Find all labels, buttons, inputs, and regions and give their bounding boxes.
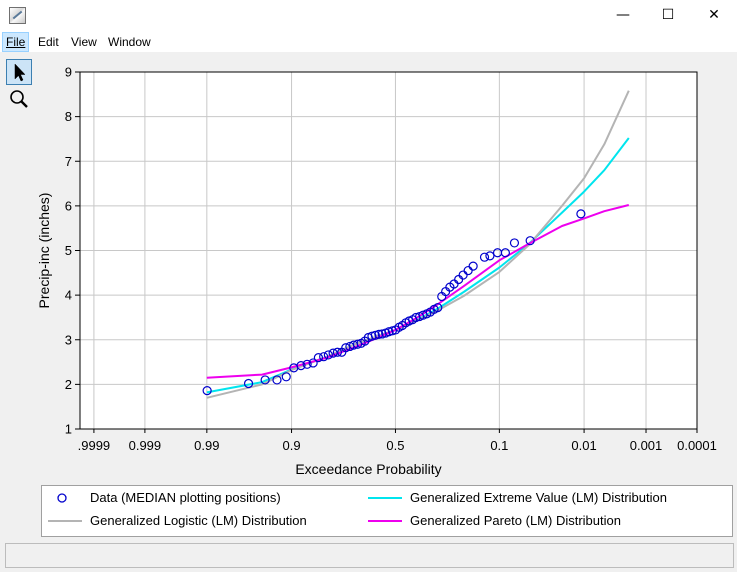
chart-icon[interactable] [9, 7, 26, 24]
menu-view[interactable]: View [71, 35, 97, 49]
menu-bar: File Edit View Window [0, 31, 737, 52]
data-point [328, 348, 338, 358]
data-point [509, 238, 520, 248]
y-tick-label: 4 [65, 288, 72, 303]
data-point [332, 347, 343, 357]
y-tick-label: 3 [65, 332, 72, 347]
data-point [323, 350, 333, 360]
y-axis-label: Precip-inc (inches) [36, 193, 52, 309]
legend-entry-glo: Generalized Logistic (LM) Distribution [42, 512, 362, 530]
legend-label: Generalized Extreme Value (LM) Distribut… [410, 490, 667, 505]
line-swatch-icon [368, 520, 402, 522]
y-tick-label: 2 [65, 377, 72, 392]
legend-entry-gev: Generalized Extreme Value (LM) Distribut… [362, 489, 722, 507]
pointer-tool-button[interactable] [6, 59, 32, 85]
x-tick-label: 0.999 [129, 438, 162, 453]
x-tick-label: 0.99 [194, 438, 219, 453]
tool-strip [4, 57, 32, 537]
y-tick-label: 6 [65, 198, 72, 213]
circle-marker-icon [57, 493, 67, 503]
data-point [576, 209, 586, 219]
data-point [319, 352, 329, 362]
title-bar: — ☐ ✕ [0, 0, 737, 31]
probability-plot[interactable]: .9999 0.999 0.99 0.9 0.5 0.1 0.01 0.001 0.0001 1 2… [35, 58, 734, 486]
data-point [296, 361, 306, 371]
maximize-button[interactable]: ☐ [661, 7, 675, 23]
line-swatch-icon [48, 520, 82, 522]
legend-label: Generalized Pareto (LM) Distribution [410, 513, 621, 528]
menu-edit[interactable]: Edit [38, 35, 59, 49]
zoom-tool-button[interactable] [6, 86, 32, 112]
menu-window[interactable]: Window [108, 35, 151, 49]
legend-entry-data: Data (MEDIAN plotting positions) [42, 489, 362, 507]
legend: Data (MEDIAN plotting positions) General… [41, 485, 733, 537]
magnifier-icon [10, 90, 28, 108]
data-point [281, 372, 291, 382]
menu-file[interactable]: File [2, 32, 30, 52]
data-point [243, 378, 254, 389]
minimize-button[interactable]: — [616, 7, 630, 23]
y-tick-label: 8 [65, 109, 72, 124]
data-point [341, 343, 351, 353]
close-button[interactable]: ✕ [708, 7, 720, 23]
data-point [433, 303, 443, 313]
arrow-cursor-icon [14, 63, 26, 82]
data-point [384, 327, 394, 337]
data-point [374, 329, 384, 339]
legend-label: Data (MEDIAN plotting positions) [90, 490, 281, 505]
data-point [272, 375, 282, 385]
x-tick-label: 0.9 [283, 438, 301, 453]
data-point [468, 261, 478, 271]
data-point [308, 358, 318, 368]
data-point [370, 330, 380, 340]
legend-label: Generalized Logistic (LM) Distribution [90, 513, 307, 528]
x-tick-label: 0.01 [571, 438, 596, 453]
x-tick-label: 0.0001 [677, 438, 717, 453]
plot-frame [79, 71, 698, 430]
data-point [525, 236, 535, 246]
status-bar [5, 543, 734, 568]
y-tick-label: 5 [65, 243, 72, 258]
x-tick-label: .9999 [78, 438, 111, 453]
data-point [202, 386, 212, 396]
data-point [485, 251, 495, 261]
x-tick-label: 0.5 [386, 438, 404, 453]
legend-entry-gpa: Generalized Pareto (LM) Distribution [362, 512, 722, 530]
y-tick-label: 9 [65, 65, 72, 80]
plot-panel: .9999 0.999 0.99 0.9 0.5 0.1 0.01 0.001 0.0001 1 2… [35, 58, 734, 486]
data-point [313, 353, 324, 363]
data-point [479, 252, 490, 262]
data-point [260, 375, 270, 385]
data-point [302, 359, 312, 369]
x-axis-label: Exceedance Probability [295, 461, 441, 477]
data-point [500, 248, 510, 258]
x-tick-label: 0.001 [630, 438, 663, 453]
x-tick-label: 0.1 [490, 438, 508, 453]
y-tick-label: 7 [65, 154, 72, 169]
data-point [377, 329, 387, 339]
y-tick-label: 1 [65, 422, 72, 437]
line-swatch-icon [368, 497, 402, 499]
